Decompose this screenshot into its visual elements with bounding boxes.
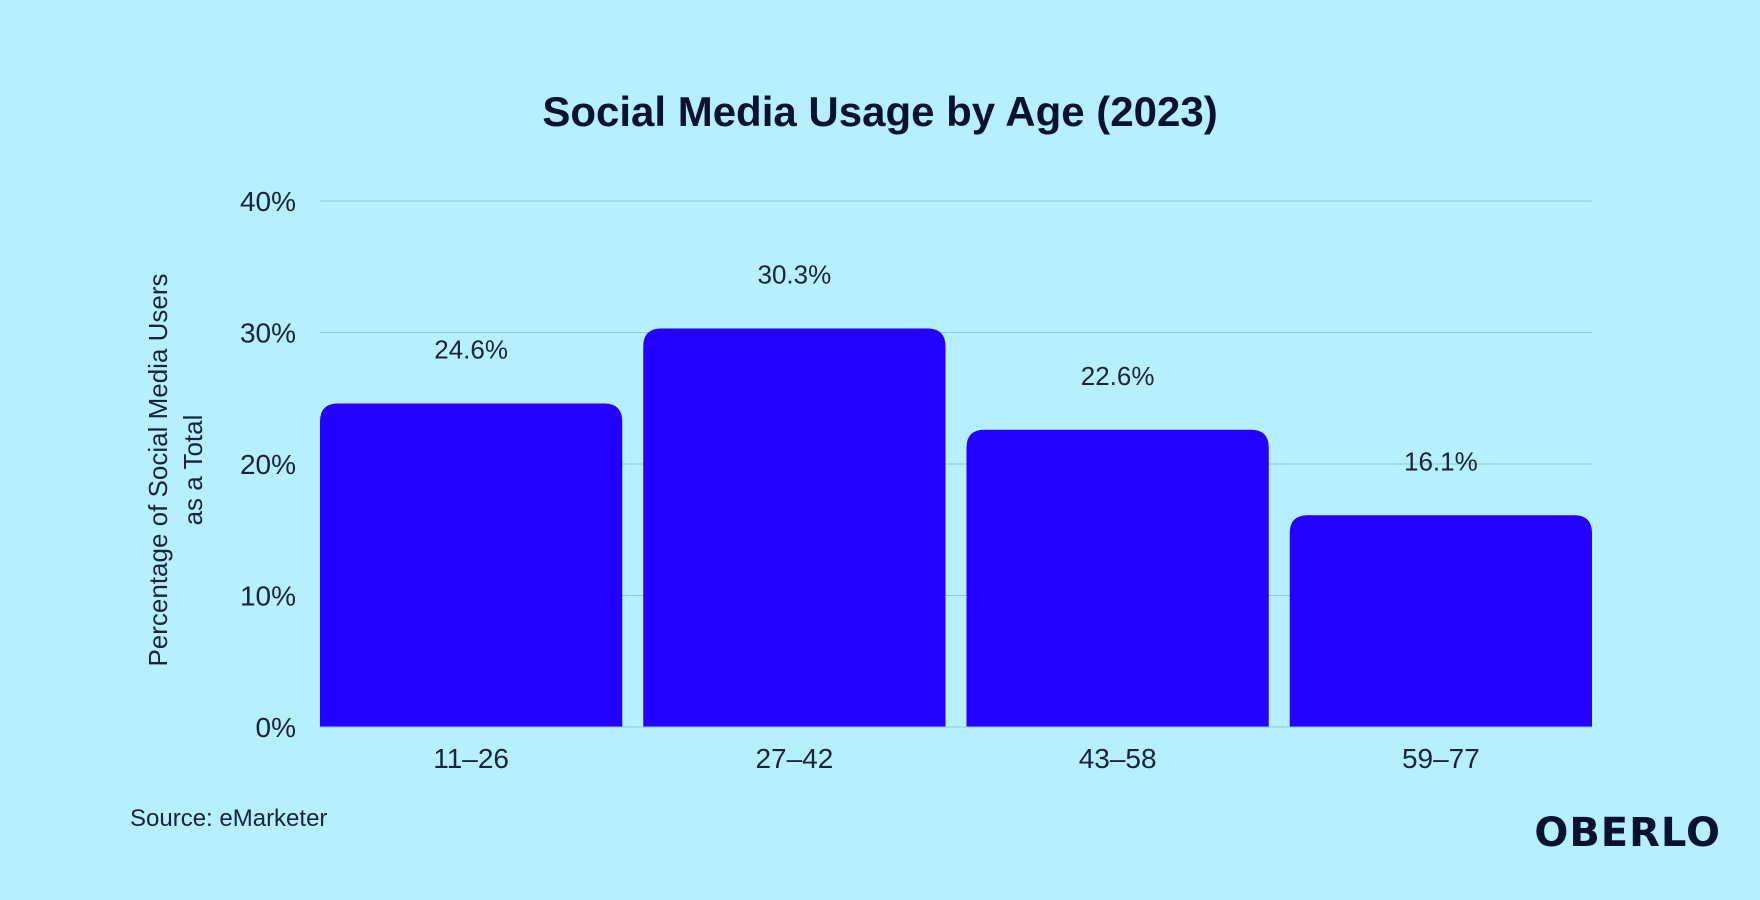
bar-value-label: 24.6% xyxy=(434,335,508,365)
chart-title: Social Media Usage by Age (2023) xyxy=(542,88,1218,135)
x-tick-label: 27–42 xyxy=(755,743,833,774)
bar xyxy=(643,328,946,727)
x-tick-label: 43–58 xyxy=(1079,743,1157,774)
bar xyxy=(966,429,1269,727)
bar-value-label: 16.1% xyxy=(1404,446,1478,476)
y-tick-label: 30% xyxy=(240,318,296,349)
bar xyxy=(320,403,623,727)
bar-value-label: 30.3% xyxy=(758,260,832,290)
x-tick-label: 59–77 xyxy=(1402,743,1480,774)
oberlo-logo: OBERLO xyxy=(1534,810,1721,856)
y-tick-label: 10% xyxy=(240,581,296,612)
x-tick-label: 11–26 xyxy=(433,743,509,774)
bar xyxy=(1289,515,1592,727)
y-tick-label: 0% xyxy=(256,712,296,743)
bar-value-label: 22.6% xyxy=(1081,361,1155,391)
y-tick-label: 20% xyxy=(240,449,296,480)
y-tick-label: 40% xyxy=(240,186,296,217)
source-note: Source: eMarketer xyxy=(130,805,328,832)
